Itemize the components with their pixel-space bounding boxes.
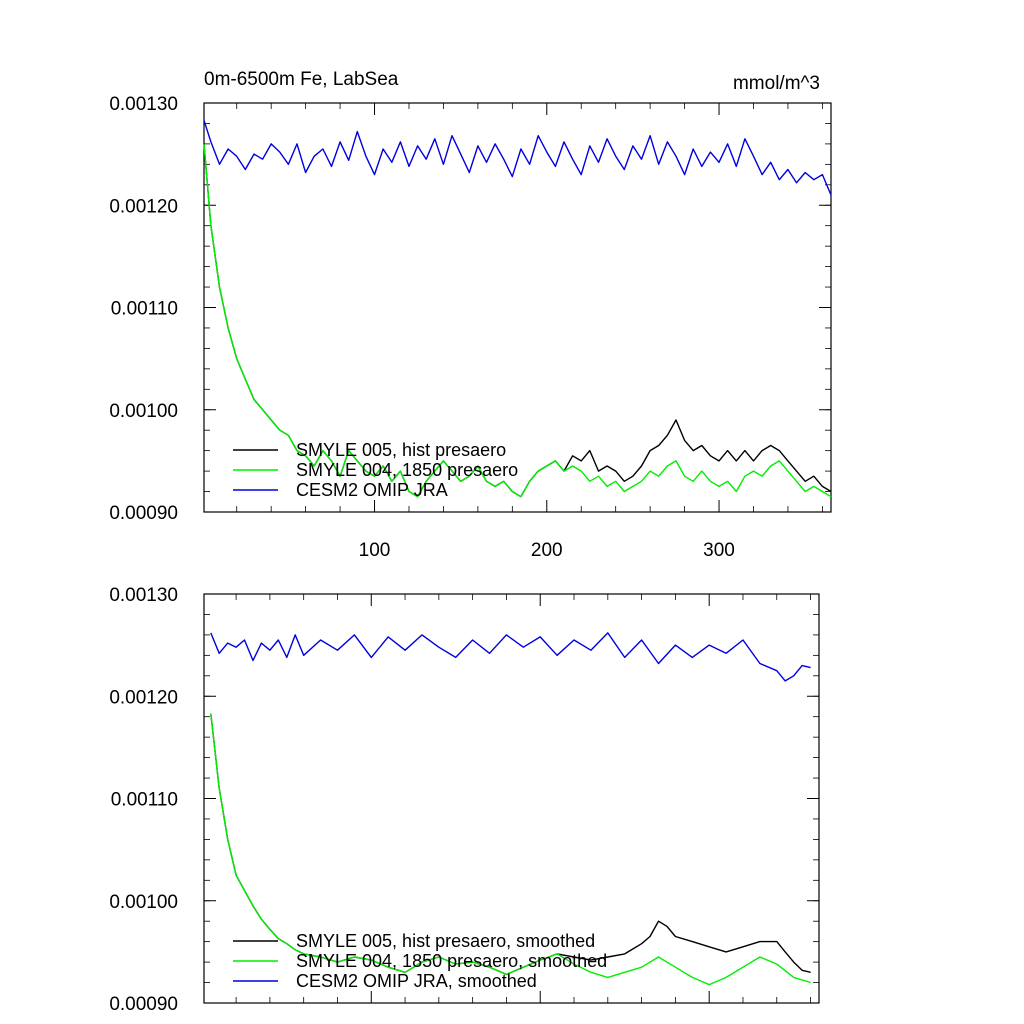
y-tick-label: 0.00130: [109, 94, 178, 115]
x-tick-label: 200: [531, 540, 563, 561]
series-line-2: [203, 143, 832, 498]
legend-label: CESM2 OMIP JRA, smoothed: [296, 971, 537, 991]
series-line-2: [210, 713, 811, 986]
series-line-3: [203, 120, 832, 196]
chart-panel-1: 0.00090 0.00100 0.00110 0.00120 0.00130 100 20…: [109, 69, 832, 561]
y-tick-label: 0.00110: [111, 299, 178, 320]
series-line-3: [210, 632, 811, 682]
y-tick-label: 0.00100: [109, 892, 178, 913]
legend-label: SMYLE 005, hist presaero, smoothed: [296, 931, 595, 951]
x-tick-label: 100: [359, 540, 391, 561]
legend-label: SMYLE 004, 1850 presaero, smoothed: [296, 951, 607, 971]
chart-title: 0m-6500m Fe, LabSea: [204, 69, 399, 90]
legend-label: SMYLE 005, hist presaero: [296, 440, 506, 460]
chart-panel-2: 0.00090 0.00100 0.00110 0.00120 0.00130 SMYLE…: [109, 585, 820, 1015]
y-tick-label: 0.00120: [109, 196, 178, 217]
legend-label: SMYLE 004, 1850 presaero: [296, 460, 518, 480]
y-tick-label: 0.00130: [109, 585, 178, 606]
legend-label: CESM2 OMIP JRA: [296, 480, 448, 500]
x-tick-label: 300: [703, 540, 735, 561]
y-tick-label: 0.00100: [109, 401, 178, 422]
y-tick-label: 0.00120: [109, 687, 178, 708]
y-tick-label: 0.00090: [109, 994, 178, 1015]
y-tick-label: 0.00110: [111, 790, 178, 811]
y-tick-label: 0.00090: [109, 503, 178, 524]
units-label: mmol/m^3: [733, 73, 820, 94]
